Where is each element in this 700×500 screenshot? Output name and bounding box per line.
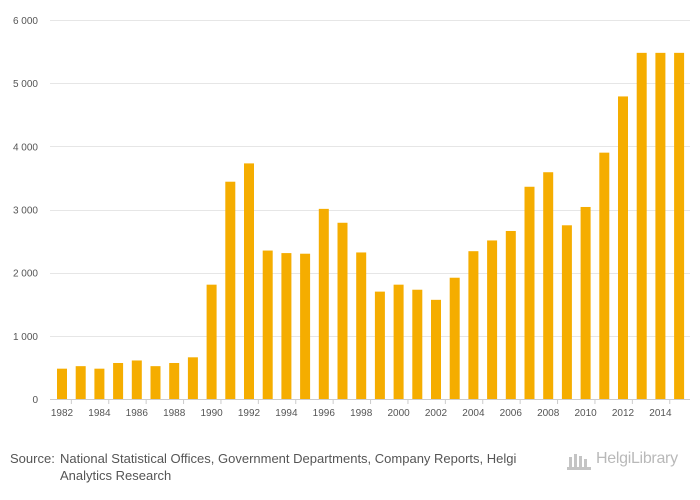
bar-1993 bbox=[262, 250, 273, 399]
bar-2010 bbox=[580, 206, 591, 399]
bar-1989 bbox=[187, 357, 198, 399]
x-tick-label: 2014 bbox=[649, 408, 672, 419]
y-tick-label: 6 000 bbox=[13, 16, 38, 27]
x-tick-label: 1992 bbox=[238, 408, 261, 419]
y-tick-label: 0 bbox=[32, 395, 38, 406]
y-tick-label: 3 000 bbox=[13, 206, 38, 217]
bar-2013 bbox=[636, 52, 647, 399]
bar-2000 bbox=[393, 284, 404, 399]
bar-1982 bbox=[57, 368, 67, 399]
x-tick-label: 2012 bbox=[612, 408, 635, 419]
y-tick-label: 5 000 bbox=[13, 79, 38, 90]
bar-1997 bbox=[337, 222, 348, 399]
bar-2001 bbox=[412, 289, 423, 399]
x-tick-label: 1986 bbox=[126, 408, 149, 419]
x-tick-label: 1984 bbox=[88, 408, 111, 419]
bar-1983 bbox=[75, 366, 86, 399]
x-tick-label: 1988 bbox=[163, 408, 186, 419]
bar-1985 bbox=[113, 362, 124, 399]
bar-1996 bbox=[318, 208, 329, 399]
x-tick-label: 1990 bbox=[200, 408, 223, 419]
bar-2003 bbox=[449, 277, 460, 399]
bar-1984 bbox=[94, 368, 105, 399]
bar-2007 bbox=[524, 186, 535, 399]
bar-2011 bbox=[599, 152, 610, 399]
x-tick-label: 1982 bbox=[51, 408, 74, 419]
bar-chart: 0 1 000 2 000 3 000 4 000 5 000 6 000 1982 1984… bbox=[13, 16, 690, 419]
bar-2015 bbox=[674, 52, 685, 399]
x-tick-label: 1996 bbox=[313, 408, 336, 419]
x-tick-label: 1994 bbox=[275, 408, 298, 419]
x-tick-label: 1998 bbox=[350, 408, 373, 419]
source-prefix: Source: bbox=[10, 451, 55, 466]
library-building-icon bbox=[567, 454, 591, 470]
bar-series bbox=[57, 52, 685, 399]
bar-2002 bbox=[431, 299, 441, 399]
y-tick-label: 4 000 bbox=[13, 142, 38, 153]
x-tick-label: 2002 bbox=[425, 408, 448, 419]
x-axis-ticks: 1982 1984 1986 1988 1990 1992 1994 1996 1998 2000… bbox=[51, 399, 672, 419]
bar-2005 bbox=[487, 240, 498, 399]
source-note: Source: National Statistical Offices, Gov… bbox=[10, 450, 550, 484]
bar-2004 bbox=[468, 251, 479, 399]
bar-1998 bbox=[356, 252, 367, 399]
x-tick-label: 2006 bbox=[500, 408, 523, 419]
bar-1986 bbox=[131, 360, 142, 399]
bar-1995 bbox=[300, 253, 311, 399]
y-axis-ticks: 0 1 000 2 000 3 000 4 000 5 000 6 000 bbox=[13, 16, 38, 406]
bar-1999 bbox=[374, 291, 385, 399]
x-tick-label: 2010 bbox=[574, 408, 597, 419]
bar-1988 bbox=[169, 362, 180, 399]
bar-2008 bbox=[543, 172, 554, 399]
bar-1991 bbox=[225, 181, 236, 399]
x-tick-label: 2000 bbox=[387, 408, 410, 419]
logo-text: HelgiLibrary bbox=[596, 450, 678, 467]
bar-1994 bbox=[281, 253, 292, 399]
x-tick-label: 2008 bbox=[537, 408, 560, 419]
helgi-library-logo: HelgiLibrary bbox=[566, 449, 694, 473]
bar-2014 bbox=[655, 52, 666, 399]
bar-1990 bbox=[206, 284, 217, 399]
bar-1992 bbox=[244, 163, 254, 399]
bar-2006 bbox=[505, 230, 516, 399]
bar-1987 bbox=[150, 366, 161, 399]
bar-2009 bbox=[561, 225, 572, 399]
y-tick-label: 1 000 bbox=[13, 332, 38, 343]
source-text: National Statistical Offices, Government… bbox=[60, 451, 517, 483]
grid-lines bbox=[50, 20, 690, 337]
bar-2012 bbox=[618, 96, 628, 399]
x-tick-label: 2004 bbox=[462, 408, 485, 419]
y-tick-label: 2 000 bbox=[13, 269, 38, 280]
